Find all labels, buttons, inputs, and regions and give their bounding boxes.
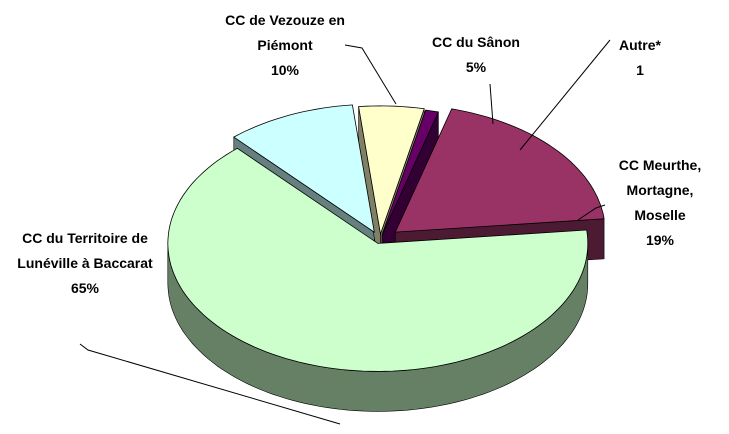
leader-line	[344, 44, 397, 105]
value-label: 65%	[70, 280, 100, 296]
category-label: Autre*	[618, 37, 661, 53]
slice	[167, 147, 589, 372]
slice	[358, 105, 425, 236]
leader-line	[519, 39, 611, 151]
slice-label: CC Meurthe, Mortagne, Moselle 19%	[600, 153, 720, 253]
slice-label: Autre* 1	[600, 33, 680, 83]
slice-label: CC du Territoire de Lunéville à Baccarat…	[5, 226, 165, 301]
category-label: CC de Vezouze en Piémont	[225, 12, 345, 53]
leader-line	[489, 83, 494, 125]
slice-label: CC du Sânon 5%	[416, 30, 536, 80]
value-label: 19%	[645, 232, 675, 248]
value-label: 5%	[465, 59, 487, 75]
category-label: CC du Territoire de Lunéville à Baccarat	[17, 230, 153, 271]
slice	[394, 108, 605, 233]
slice-label: CC de Vezouze en Piémont 10%	[200, 8, 370, 83]
value-label: 10%	[270, 62, 300, 78]
value-label: 1	[636, 62, 644, 78]
slice	[233, 104, 375, 234]
category-label: CC Meurthe, Mortagne, Moselle	[618, 157, 702, 223]
leader-line	[79, 343, 341, 425]
leader-line	[577, 204, 606, 221]
slice	[381, 109, 439, 236]
category-label: CC du Sânon	[432, 34, 520, 50]
